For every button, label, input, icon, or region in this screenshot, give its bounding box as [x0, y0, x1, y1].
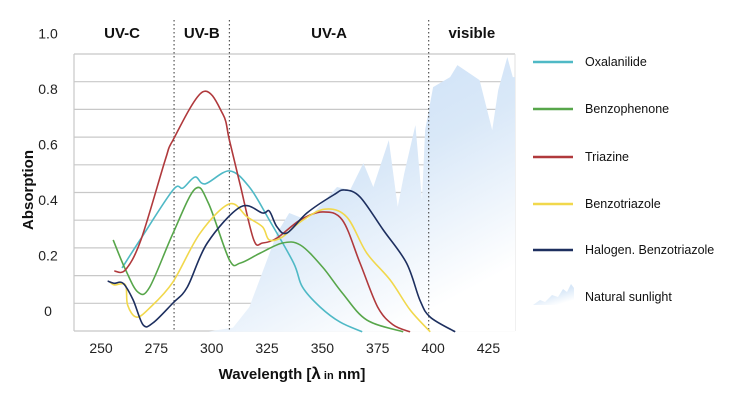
- sunlight-legend-icon: [533, 284, 574, 305]
- x-tick-label: 350: [311, 340, 335, 356]
- region-label: UV-C: [104, 25, 140, 42]
- x-tick-label: 300: [200, 340, 224, 356]
- x-tick-label: 250: [89, 340, 113, 356]
- sunlight-area-layer: [207, 57, 516, 332]
- sunlight-area: [207, 57, 516, 332]
- y-axis-title: Absorption: [20, 150, 37, 230]
- y-tick-label: 0.8: [38, 81, 58, 97]
- region-label: UV-A: [311, 25, 347, 42]
- y-tick-label: 1.0: [38, 26, 58, 42]
- region-label: visible: [448, 25, 495, 42]
- series-line-benzophenone: [112, 186, 404, 333]
- x-tick-label: 375: [366, 340, 390, 356]
- y-tick-label: 0.4: [38, 192, 58, 208]
- x-tick-label: 275: [145, 340, 169, 356]
- y-tick-label: 0.6: [38, 137, 58, 153]
- series-line-halogen-benzotriazole: [107, 189, 456, 333]
- legend-label: Natural sunlight: [585, 290, 672, 304]
- legend-label: Halogen. Benzotriazole: [585, 243, 714, 257]
- axis-ticks: 250 275 300 325 350 375 400 425 1.0 0.8 0.6 0.4 0.2 0: [38, 26, 500, 357]
- x-tick-label: 400: [421, 340, 445, 356]
- legend-label: Benzophenone: [585, 102, 669, 116]
- series-line-oxalanilide: [121, 170, 363, 333]
- series-line-triazine: [114, 90, 411, 333]
- legend-label: Oxalanilide: [585, 55, 647, 69]
- region-label: UV-B: [184, 25, 220, 42]
- y-tick-label: 0: [44, 303, 52, 319]
- x-tick-label: 325: [255, 340, 279, 356]
- y-tick-label: 0.2: [38, 248, 58, 264]
- x-axis-title: Wavelength [λ in nm]: [219, 364, 366, 383]
- series-lines: [107, 90, 456, 333]
- series-line-benzotriazole: [109, 202, 431, 333]
- legend-label: Triazine: [585, 150, 629, 164]
- x-tick-label: 425: [477, 340, 501, 356]
- legend: Oxalanilide Benzophenone Triazine Benzotria…: [533, 55, 714, 305]
- region-labels: UV-C UV-B UV-A visible: [104, 25, 495, 42]
- legend-label: Benzotriazole: [585, 197, 661, 211]
